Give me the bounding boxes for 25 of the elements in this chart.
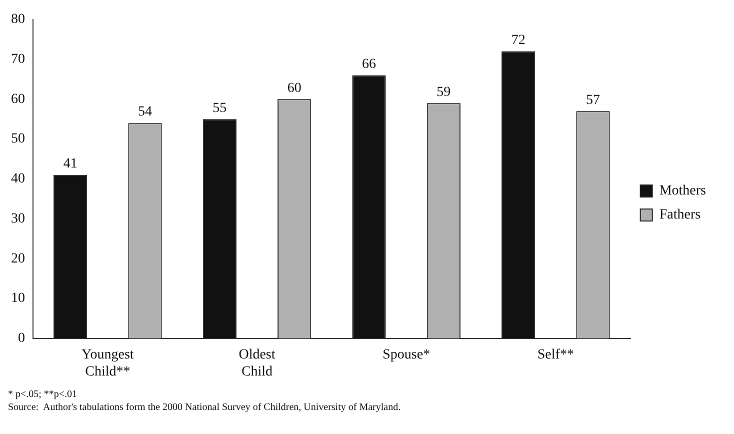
data-label: 59 <box>436 84 451 100</box>
data-label: 54 <box>138 104 152 120</box>
data-label: 60 <box>287 80 302 96</box>
y-tick-label: 70 <box>11 52 25 67</box>
y-tick-label: 80 <box>11 12 25 28</box>
x-tick-label: Spouse* <box>382 347 430 362</box>
data-label: 55 <box>212 100 227 116</box>
data-label: 66 <box>362 56 376 72</box>
y-tick-label: 60 <box>11 92 25 107</box>
data-label: 57 <box>586 92 600 108</box>
x-tick-label: Self** <box>537 347 574 362</box>
data-label: 72 <box>511 32 526 48</box>
source-note: Source: Author's tabulations form the 2000 National Survey of Children, University of Maryland. <box>8 401 402 414</box>
legend-label: Mothers <box>659 184 706 199</box>
y-tick-label: 10 <box>11 291 25 306</box>
x-tick-label: Oldest Child <box>238 347 276 380</box>
x-tick-label: Youngest Child** <box>82 347 134 380</box>
data-label: 41 <box>63 156 78 172</box>
y-tick-label: 30 <box>11 211 25 226</box>
legend-label: Fathers <box>659 208 701 223</box>
y-tick-label: 0 <box>18 331 25 346</box>
y-tick-label: 50 <box>11 132 25 147</box>
text: * p<.05; **p<.01 <box>8 388 78 401</box>
y-tick-label: 20 <box>11 251 25 266</box>
y-tick-label: 40 <box>11 172 25 187</box>
